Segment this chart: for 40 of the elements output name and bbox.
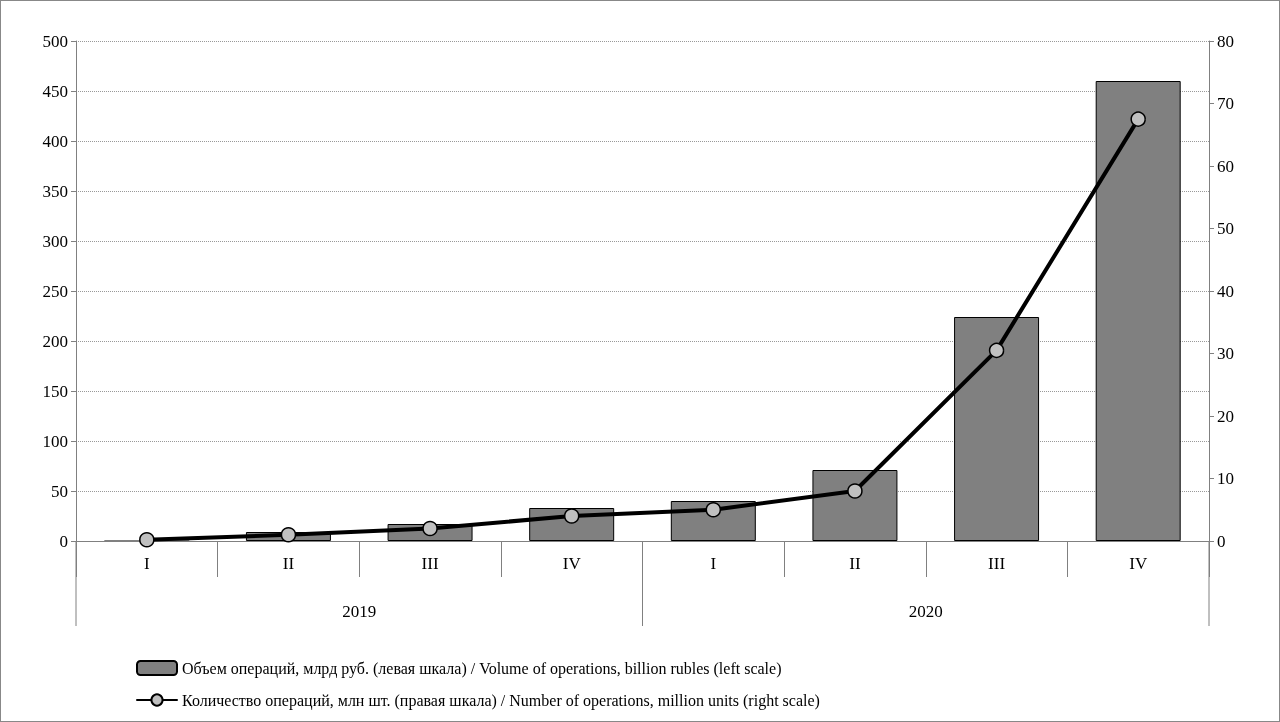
text: 2019 <box>342 601 377 621</box>
y-tick-label: 0 <box>59 531 68 551</box>
point <box>422 520 438 537</box>
legend-label: Объем операций, млрд руб. (левая шкала) / Volume of operations, billion rubles (left scale) <box>182 659 782 678</box>
point <box>563 508 580 524</box>
y-tick-label: 100 <box>42 431 68 451</box>
text: 2020 <box>908 601 943 621</box>
y2-tick-label: 80 <box>1217 31 1234 51</box>
y-tick-label: 300 <box>42 231 68 251</box>
point <box>280 527 297 543</box>
x-tick-label: II <box>282 554 295 573</box>
y-tick-label: 350 <box>42 181 68 201</box>
point <box>1130 111 1146 127</box>
point <box>139 532 155 548</box>
x-tick-label: IV <box>562 554 582 573</box>
x-tick-label: I <box>710 554 717 573</box>
y2-tick-label: 40 <box>1217 281 1234 301</box>
point <box>705 502 722 518</box>
y-tick-label: 200 <box>42 331 68 351</box>
x-tick-label: IV <box>1129 554 1148 573</box>
y2-tick-label: 20 <box>1217 406 1234 426</box>
y-tick-label: 450 <box>42 81 68 101</box>
y2-tick-label: 30 <box>1217 344 1234 363</box>
x-tick-label: I <box>143 554 150 573</box>
y-tick-label: 50 <box>51 481 68 501</box>
y-tick-label: 150 <box>42 381 68 401</box>
y2-tick-label: 60 <box>1217 156 1234 176</box>
y2-tick-label: 10 <box>1217 469 1234 488</box>
y-tick-label: 400 <box>42 131 68 151</box>
y2-tick-label: 0 <box>1217 531 1226 551</box>
y-tick-label: 250 <box>42 281 68 301</box>
legend-label: Количество операций, млн шт. (правая шкала) / Number of operations, million units (right scale) <box>182 691 820 710</box>
x-tick-label: II <box>849 554 861 573</box>
y2-tick-label: 70 <box>1217 94 1234 113</box>
y2-tick-label: 50 <box>1217 219 1234 238</box>
y-tick-label: 500 <box>42 31 68 51</box>
x-tick-label: III <box>988 554 1006 573</box>
point <box>988 342 1005 359</box>
point <box>847 483 863 499</box>
x-tick-label: III <box>421 554 439 573</box>
